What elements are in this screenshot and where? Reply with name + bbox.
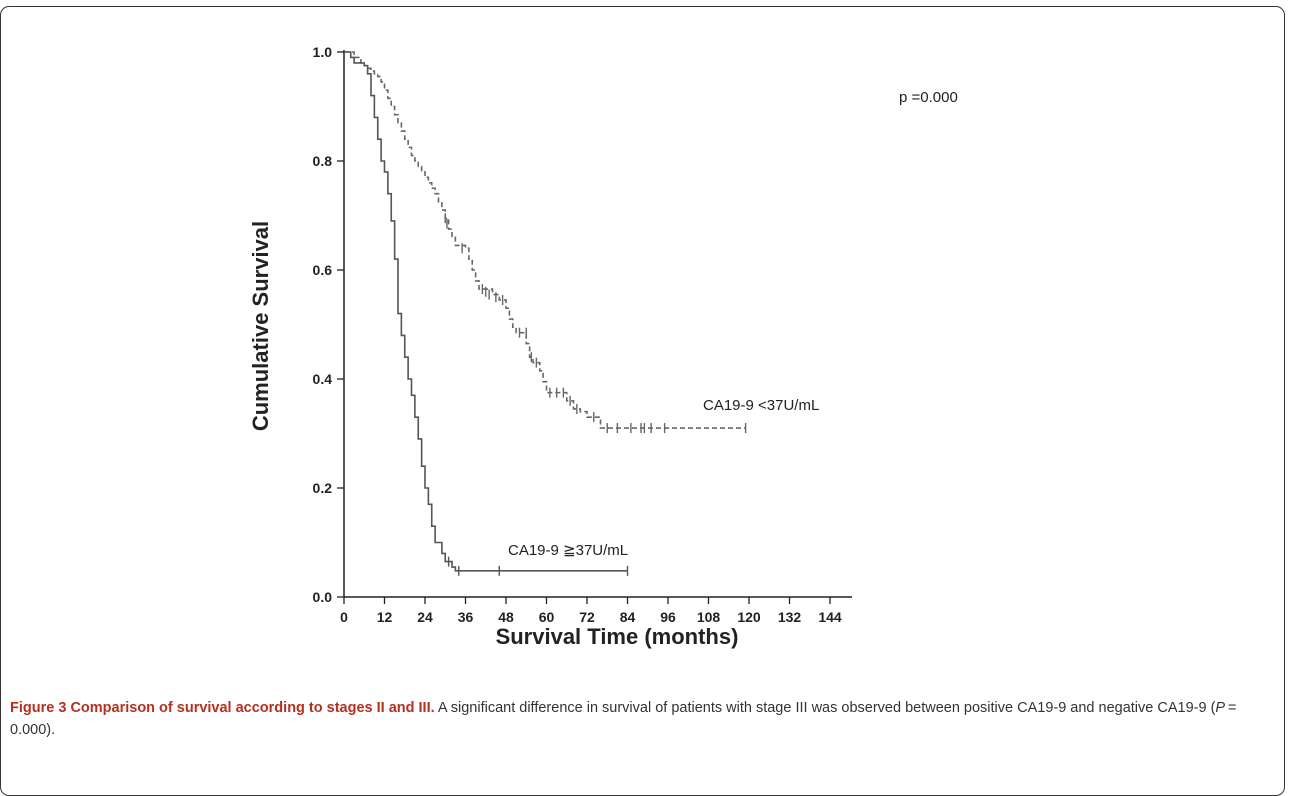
y-tick-label: 0.0 (313, 589, 333, 605)
x-tick-label: 108 (697, 609, 721, 625)
caption-p-symbol: P (1215, 700, 1226, 716)
y-tick-label: 0.2 (313, 480, 333, 496)
x-tick-label: 60 (539, 609, 555, 625)
y-axis-label: Cumulative Survival (248, 221, 273, 431)
x-tick-label: 132 (778, 609, 802, 625)
chart-series-layer (344, 51, 747, 576)
x-tick-label: 24 (417, 609, 433, 625)
x-tick-label: 144 (818, 609, 842, 625)
y-tick-label: 1.0 (313, 44, 333, 60)
chart-ticks: 0 12 24 36 48 60 72 84 96 108 120 132 144 0.0 0.2 0.4 0.… (313, 44, 842, 625)
p-value-annotation: p =0.000 (899, 89, 958, 106)
caption-p-value: = 0.000). (10, 700, 1240, 738)
y-tick-label: 0.4 (313, 371, 333, 387)
caption-figure-label: Figure 3 (10, 700, 67, 716)
y-tick-label: 0.6 (313, 262, 333, 278)
x-tick-label: 96 (660, 609, 676, 625)
x-tick-label: 84 (620, 609, 636, 625)
caption-body: A significant difference in survival of … (434, 700, 1216, 716)
x-tick-label: 0 (340, 609, 348, 625)
chart-axes (343, 50, 852, 598)
caption-title: Comparison of survival according to stag… (70, 700, 435, 716)
series-line-positive (344, 51, 628, 572)
x-tick-label: 36 (458, 609, 474, 625)
x-tick-label: 48 (498, 609, 514, 625)
series-label-negative: CA19-9 <37U/mL (703, 397, 819, 414)
series-label-positive: CA19-9 ≧37U/mL (508, 542, 628, 559)
x-tick-label: 12 (377, 609, 393, 625)
x-tick-label: 120 (737, 609, 761, 625)
figure-caption: Figure 3 Comparison of survival accordin… (10, 697, 1270, 741)
survival-chart: 0 12 24 36 48 60 72 84 96 108 120 132 144 0.0 0.2 0.4 0.… (248, 44, 958, 649)
series-line-negative (344, 51, 746, 429)
x-axis-label: Survival Time (months) (496, 624, 739, 649)
x-tick-label: 72 (579, 609, 595, 625)
y-tick-label: 0.8 (313, 153, 333, 169)
